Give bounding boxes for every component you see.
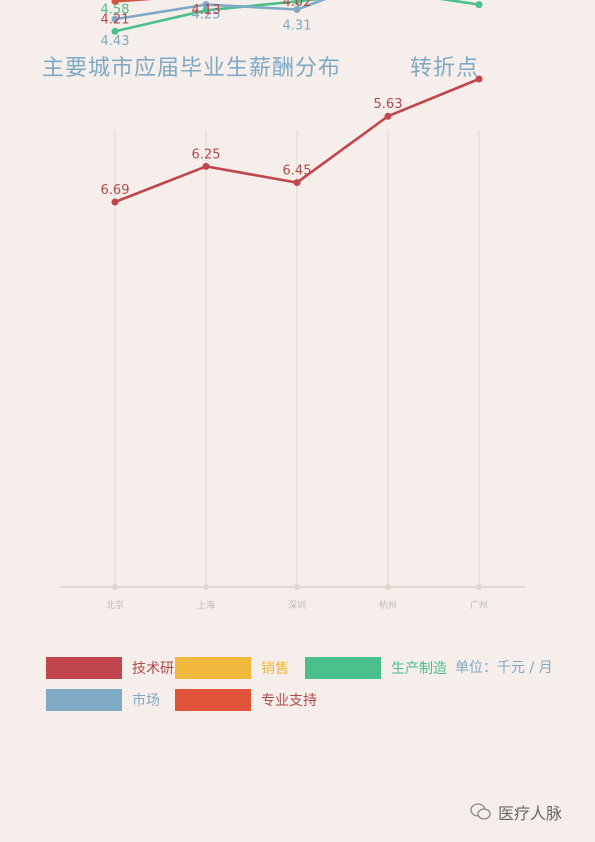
data-point-2-2 <box>293 5 301 13</box>
watermark-text: 医疗人脉 <box>498 804 563 823</box>
watermark: 医疗人脉 <box>470 800 562 824</box>
data-point-0-4 <box>475 75 483 83</box>
x-tick-4 <box>476 584 482 590</box>
data-label-2-2: 4.31 <box>283 18 312 33</box>
data-label-3-0: 4.21 <box>101 12 130 27</box>
data-point-0-0 <box>111 198 119 206</box>
data-label-0-1: 6.25 <box>192 147 221 162</box>
x-tick-0 <box>112 584 118 590</box>
x-tick-label-3: 杭州 <box>379 599 397 611</box>
wechat-icon <box>470 803 492 821</box>
unit-label: 单位：千元 / 月 <box>455 660 553 676</box>
data-point-0-1 <box>202 162 210 170</box>
data-label-2-1: 4.25 <box>192 8 221 23</box>
x-tick-1 <box>203 584 209 590</box>
x-tick-3 <box>385 584 391 590</box>
x-tick-label-1: 上海 <box>197 599 215 611</box>
data-point-3-0 <box>111 0 119 5</box>
chart-subtitle: 转折点 <box>410 56 480 81</box>
data-label-0-2: 6.45 <box>283 164 312 179</box>
x-tick-label-4: 广州 <box>470 599 488 611</box>
x-tick-label-0: 北京 <box>106 599 124 611</box>
data-point-1-1 <box>202 6 210 14</box>
data-label-3-1: 4.13 <box>192 3 221 18</box>
data-label-2-0: 4.43 <box>101 34 130 49</box>
data-point-1-2 <box>293 0 301 5</box>
data-label-3-2: 4.02 <box>283 0 312 10</box>
data-label-0-0: 6.69 <box>101 183 130 198</box>
chart-title: 主要城市应届毕业生薪酬分布 <box>42 56 342 81</box>
data-label-1-0: 4.58 <box>101 2 130 17</box>
data-label-0-3: 5.63 <box>374 97 403 112</box>
x-tick-label-2: 深圳 <box>288 600 306 611</box>
data-point-0-2 <box>293 179 301 187</box>
x-tick-2 <box>294 584 300 590</box>
data-point-0-3 <box>384 112 392 120</box>
data-point-2-1 <box>202 1 210 9</box>
data-point-1-4 <box>475 1 483 9</box>
data-point-2-0 <box>111 15 119 23</box>
data-point-1-0 <box>111 27 119 35</box>
